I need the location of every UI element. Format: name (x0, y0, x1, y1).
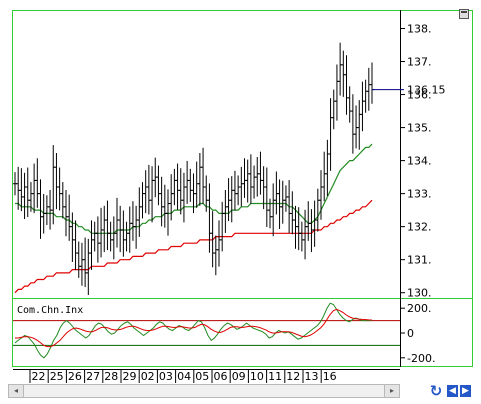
price-panel-frame (12, 10, 473, 299)
date-label: 28 (104, 370, 118, 383)
date-label: 09 (232, 370, 246, 383)
horizontal-scrollbar[interactable]: ◂ ▸ (8, 384, 400, 398)
last-price-group: 136.15 (372, 84, 446, 97)
price-tick-label: 138. (407, 23, 432, 36)
date-label: 27 (86, 370, 100, 383)
indicator-group: Com.Chn.Inx (13, 302, 400, 359)
maximize-icon[interactable] (459, 9, 469, 19)
indicator-signal-line (15, 308, 373, 348)
price-tick-label: 130. (407, 287, 432, 300)
indicator-tick-label: 200. (407, 302, 432, 315)
date-label: 29 (123, 370, 137, 383)
date-label: 22 (32, 370, 46, 383)
indicator-panel-frame (12, 298, 473, 367)
price-tick-label: 132. (407, 221, 432, 234)
indicator-tick-label: 0 (407, 327, 414, 340)
date-label: 02 (141, 370, 155, 383)
date-label: 03 (159, 370, 173, 383)
indicator-tick-label: -200. (407, 352, 435, 365)
indicator-y-ticks: 200. 0 -200. (400, 302, 435, 365)
last-price-label: 136.15 (407, 84, 446, 97)
price-tick-label: 137. (407, 56, 432, 69)
date-label: 13 (305, 370, 319, 383)
price-tick-label: 133. (407, 188, 432, 201)
date-axis: 22 25 26 27 28 29 02 03 04 05 06 09 10 11 12 13 16 (13, 369, 400, 383)
scroll-right-icon[interactable]: ▸ (384, 385, 399, 397)
arrow-right-icon[interactable]: ▶ (460, 385, 471, 397)
price-tick-label: 134. (407, 155, 432, 168)
price-y-ticks: 138. 137. 136. 135. 134. 133. 132. 131. 130. (400, 23, 432, 300)
indicator-title: Com.Chn.Inx (17, 305, 83, 316)
date-label: 11 (268, 370, 282, 383)
refresh-icon[interactable]: ↻ (429, 382, 443, 400)
date-label: 25 (50, 370, 64, 383)
price-tick-label: 135. (407, 122, 432, 135)
date-label: 04 (177, 370, 191, 383)
date-label: 05 (195, 370, 209, 383)
ma-slow-line (14, 199, 373, 294)
price-tick-label: 131. (407, 254, 432, 267)
date-label: 16 (323, 370, 337, 383)
price-bars-group (13, 42, 374, 296)
date-label: 06 (214, 370, 228, 383)
ma-slow-group (14, 199, 373, 294)
date-label: 10 (250, 370, 264, 383)
date-label: 26 (68, 370, 82, 383)
scroll-left-icon[interactable]: ◂ (9, 385, 24, 397)
arrow-left-icon[interactable]: ◀ (447, 385, 458, 397)
date-label: 12 (286, 370, 300, 383)
price-tick-label: 136. (407, 89, 432, 102)
